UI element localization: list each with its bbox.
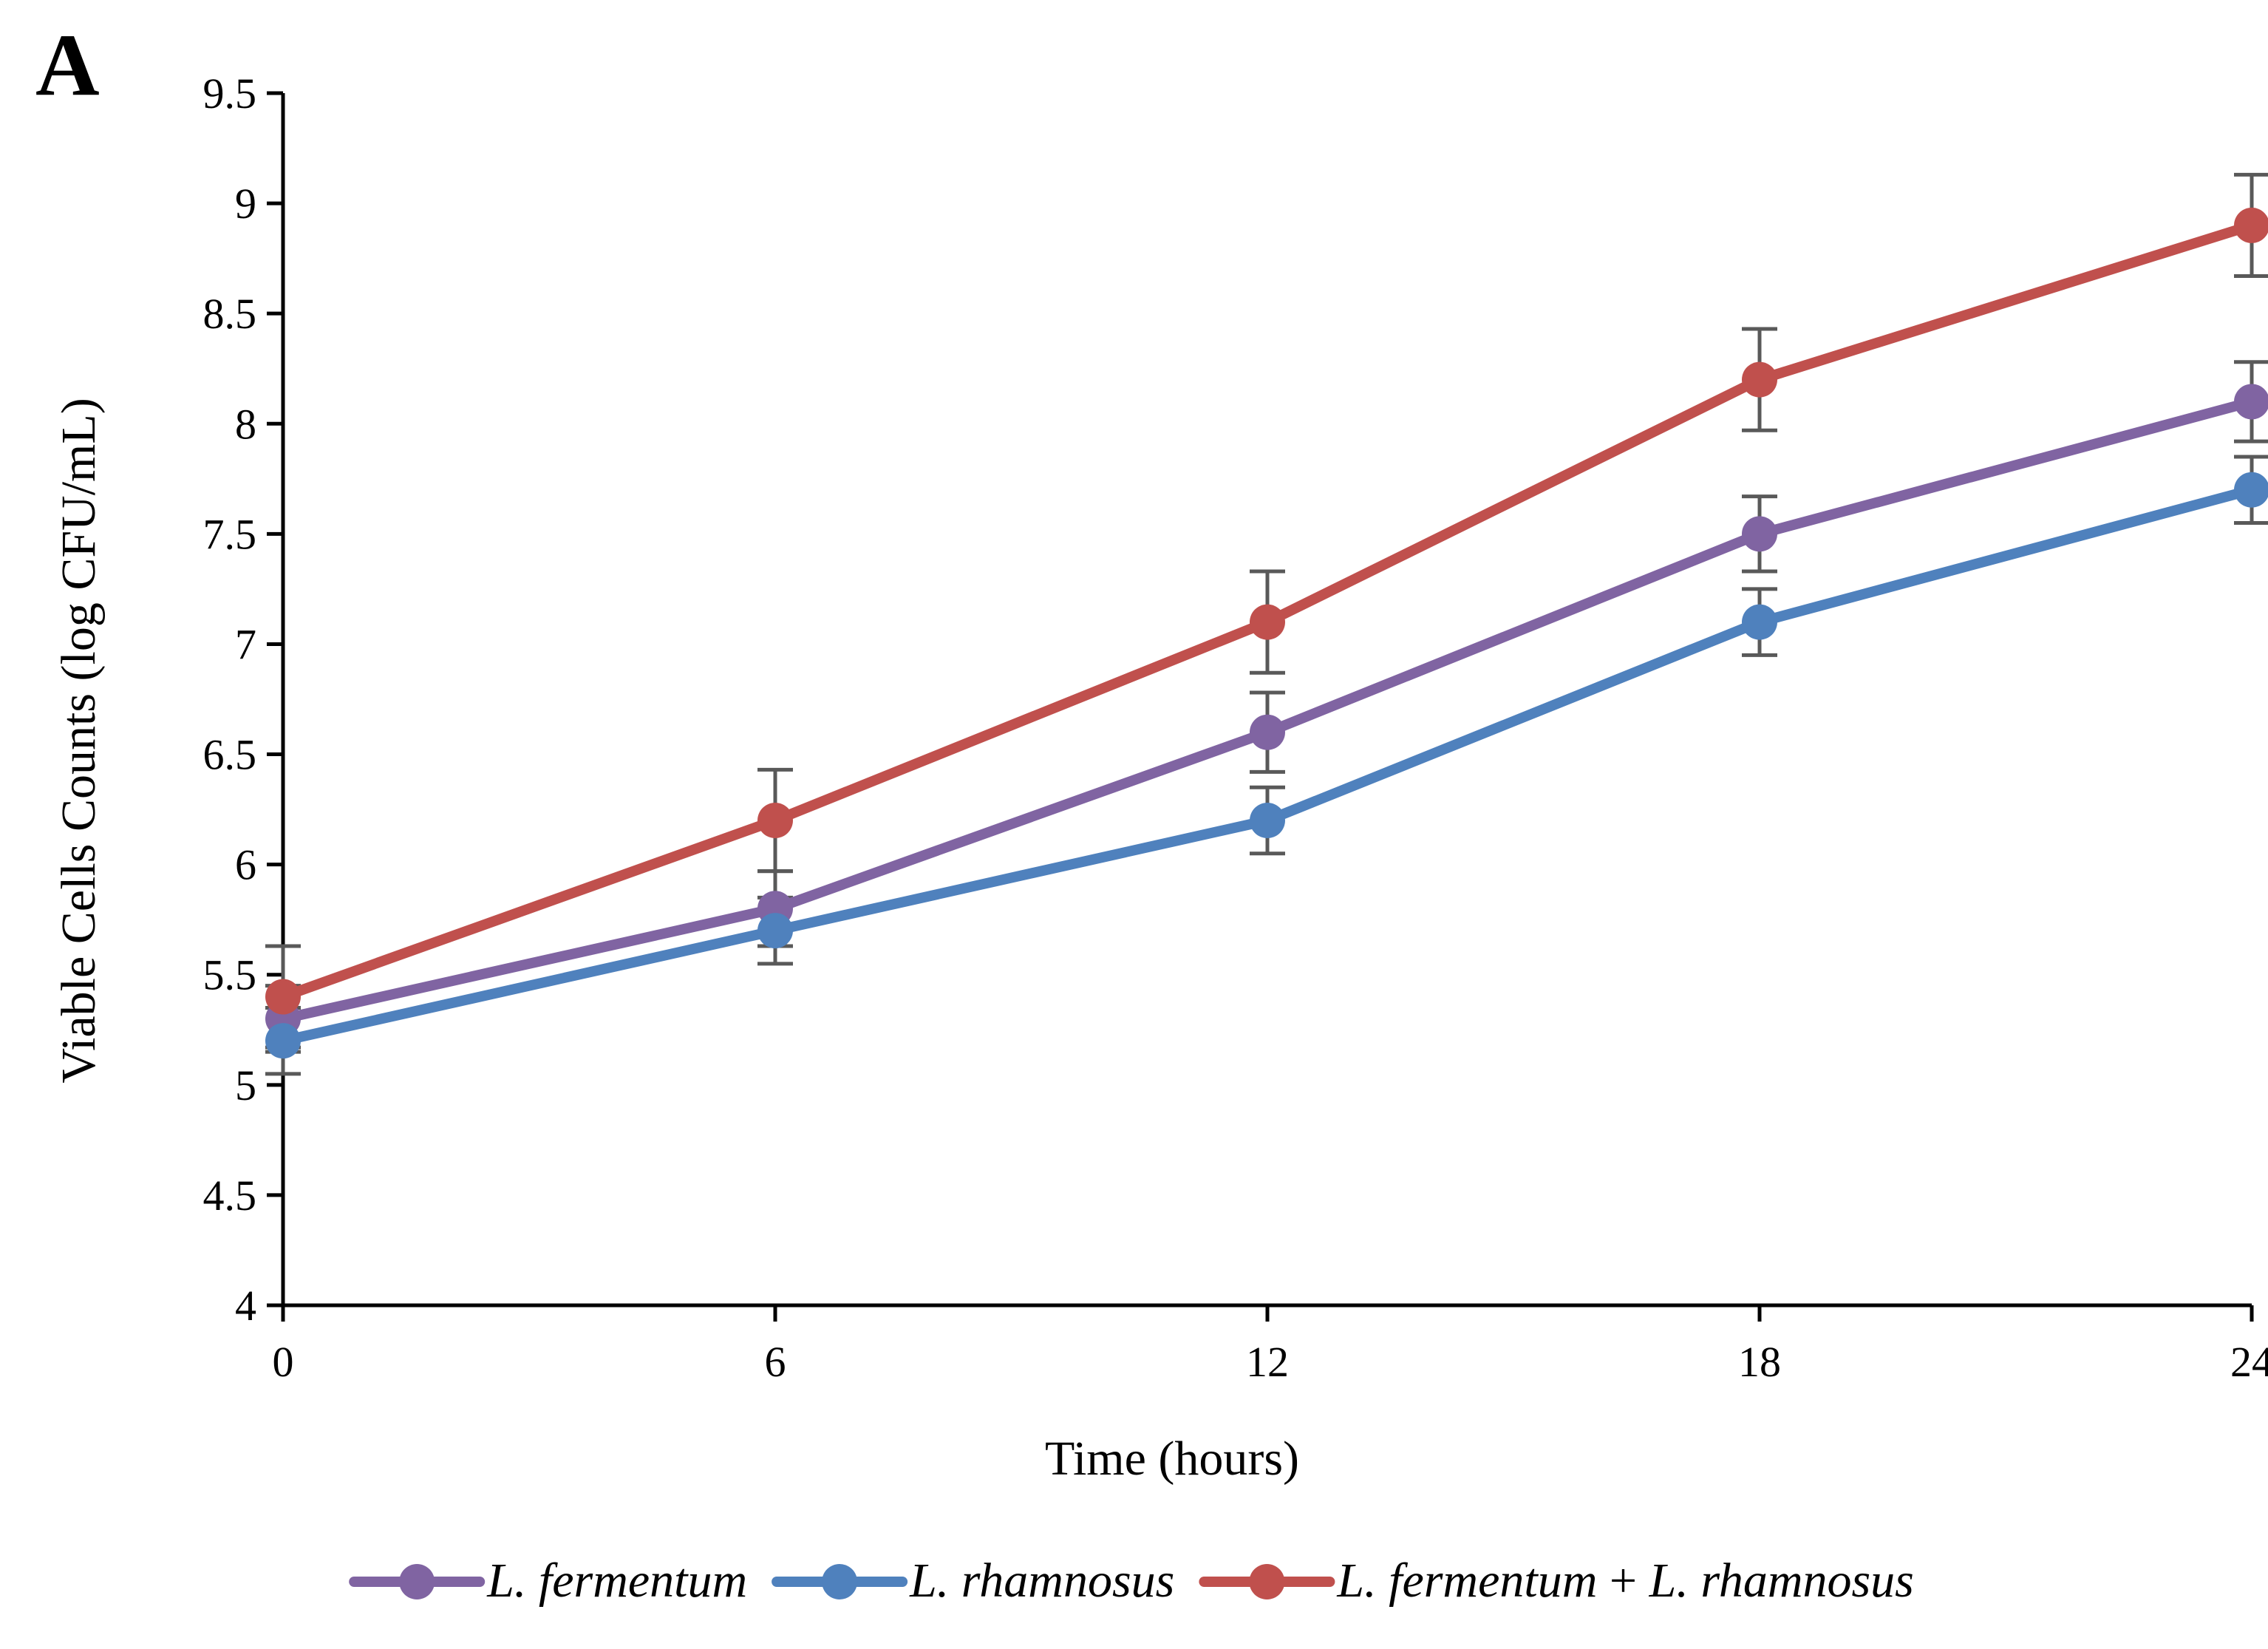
x-tick-label: 6 <box>765 1338 786 1386</box>
data-points <box>265 208 2268 1058</box>
legend-label: L. rhamnosus <box>909 1554 1174 1608</box>
y-tick-label: 8.5 <box>203 290 257 338</box>
legend-swatch-marker <box>822 1564 857 1599</box>
y-tick-label: 7.5 <box>203 510 257 558</box>
legend-label-part: L. rhamnosus <box>909 1554 1174 1608</box>
y-tick-label: 4 <box>235 1282 256 1330</box>
legend-item-2: L. rhamnosus <box>777 1554 1174 1608</box>
data-point-series-2 <box>265 1023 301 1058</box>
x-tick-label: 24 <box>2230 1338 2268 1386</box>
data-point-series-2 <box>757 913 793 948</box>
legend-item-1: L. fermentum <box>354 1554 747 1608</box>
data-point-series-1 <box>1742 516 1777 551</box>
data-point-series-3 <box>2234 208 2268 243</box>
data-point-series-2 <box>1742 605 1777 640</box>
data-point-series-2 <box>2234 472 2268 508</box>
legend-label-part: L. fermentum <box>486 1554 747 1608</box>
legend-item-3: L. fermentum + L. rhamnosus <box>1204 1554 1913 1608</box>
y-tick-label: 5.5 <box>203 951 257 999</box>
legend-label-part: L. rhamnosus <box>1649 1554 1914 1608</box>
y-axis-title: Viable Cells Counts (log CFU/mL) <box>52 398 106 1083</box>
axes: 4 4.5 5 5.5 6 6.5 7 7.5 8 8.5 9 9.5 0 6 12 18 24 <box>203 69 2268 1386</box>
data-point-series-1 <box>1250 715 1285 750</box>
panel-label: A <box>35 16 100 114</box>
legend-label: L. fermentum + L. rhamnosus <box>1336 1554 1913 1608</box>
legend-swatch-marker <box>399 1564 435 1599</box>
y-tick-label: 8 <box>235 400 256 448</box>
y-tick-label: 6 <box>235 841 256 889</box>
data-point-series-2 <box>1250 803 1285 838</box>
y-tick-label: 5 <box>235 1061 256 1109</box>
y-tick-label: 4.5 <box>203 1172 257 1220</box>
data-point-series-3 <box>265 979 301 1015</box>
x-tick-label: 0 <box>273 1338 294 1386</box>
x-axis-title: Time (hours) <box>1045 1432 1299 1486</box>
data-point-series-3 <box>1742 362 1777 398</box>
y-tick-label: 9.5 <box>203 69 257 118</box>
legend-label-part: L. fermentum <box>1336 1554 1597 1608</box>
x-tick-label: 12 <box>1246 1338 1289 1386</box>
data-point-series-3 <box>757 803 793 838</box>
y-tick-label: 7 <box>235 620 256 668</box>
x-tick-label: 18 <box>1738 1338 1781 1386</box>
legend-label-part: + <box>1597 1554 1649 1608</box>
legend-swatch-marker <box>1249 1564 1284 1599</box>
legend-label: L. fermentum <box>486 1554 747 1608</box>
y-tick-label: 9 <box>235 180 256 228</box>
data-point-series-1 <box>2234 384 2268 419</box>
data-point-series-3 <box>1250 605 1285 640</box>
y-tick-label: 6.5 <box>203 731 257 779</box>
